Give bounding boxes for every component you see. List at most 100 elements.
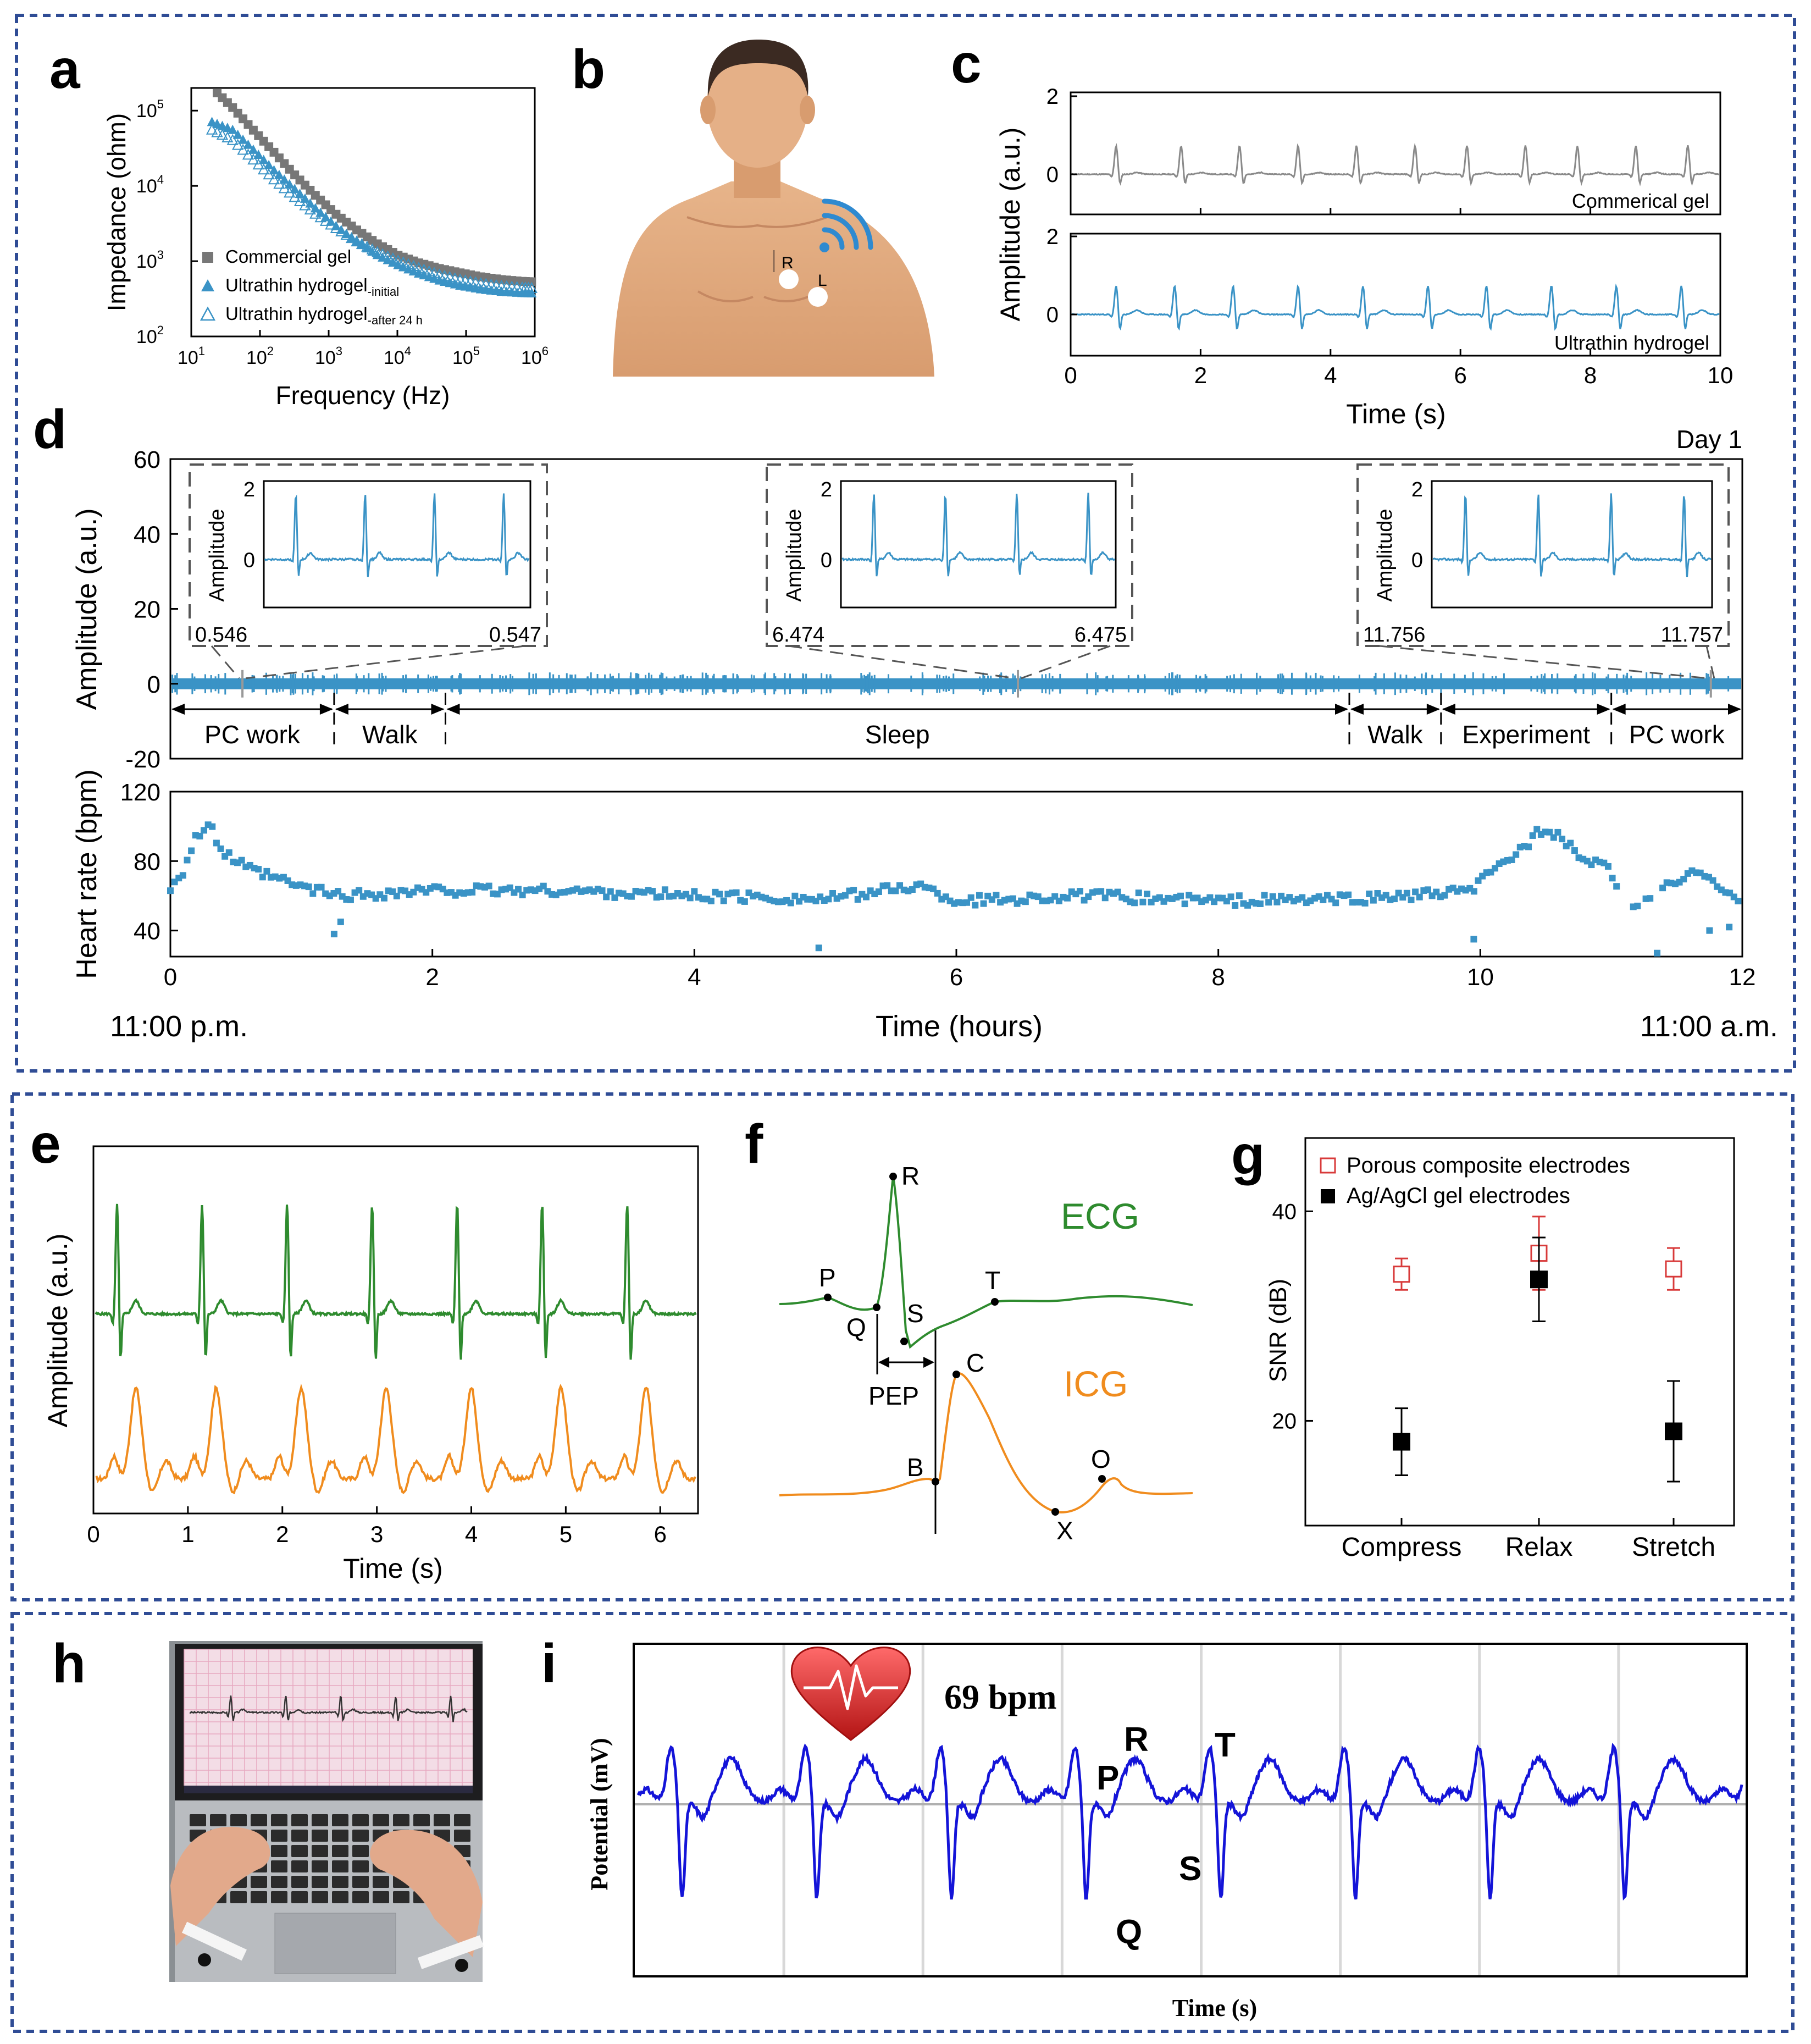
panel-a-point-initial: [387, 257, 398, 267]
panel-a-ylabel: Impedance (ohm): [102, 113, 131, 312]
panel-d-activity-arrowhead: [1335, 704, 1348, 715]
panel-d-inset-xend: 6.475: [1075, 623, 1127, 647]
panel-d-hr-point: [657, 893, 664, 901]
panel-d-ecg-spike: [1680, 672, 1682, 695]
panel-d-hr-point: [1177, 892, 1184, 899]
wrist-electrode-left: [198, 1953, 211, 1966]
panel-d-ecg-spike: [1425, 675, 1427, 693]
panel-d-hr-point: [1513, 851, 1520, 858]
panel-a-point-initial: [264, 159, 274, 169]
panel-g-ytick-label: 20: [1272, 1409, 1297, 1433]
panel-d-ecg-spike: [1705, 673, 1708, 695]
laptop-key: [312, 1814, 328, 1826]
panel-d-ecg-spike: [1708, 676, 1710, 691]
laptop-key: [352, 1860, 369, 1872]
panel-d-ytick-top-label: 20: [134, 596, 160, 623]
panel-f-pep-arrowhead-left: [878, 1357, 889, 1368]
panel-d-ecg-spike: [1495, 676, 1497, 692]
panel-d-ecg-spike: [1051, 676, 1054, 692]
panel-a-point-initial: [232, 129, 243, 139]
panel-e-xtick-label: 1: [181, 1521, 194, 1547]
dot-c: [952, 1371, 960, 1378]
panel-a-point-after24h: [252, 158, 264, 170]
panel-d-ecg-spike: [802, 674, 805, 693]
panel-d-ecg-spike: [566, 673, 568, 695]
panel-d-ecg-spike: [368, 673, 370, 695]
laptop-key: [332, 1891, 348, 1903]
panel-a-point-after24h: [299, 199, 311, 211]
panel-d-hr-point: [217, 845, 224, 852]
panel-d-activity-label: Experiment: [1462, 720, 1590, 749]
panel-d-ecg-spike: [1086, 673, 1088, 694]
panel-f-label-r: R: [901, 1162, 920, 1190]
panel-d-inset-trace: [841, 493, 1116, 577]
panel-d-ytick-bottom-label: 120: [120, 779, 160, 806]
laptop-key: [434, 1814, 450, 1826]
panel-d-ytick-bottom-label: 40: [134, 918, 160, 945]
panel-d-hr-point: [733, 889, 740, 896]
panel-f-label-c: C: [966, 1349, 984, 1377]
laptop-key: [291, 1860, 308, 1872]
panel-d-xtick-label: 4: [688, 964, 701, 991]
panel-d-ytick-top-label: 40: [134, 521, 160, 548]
panel-d-hr-outlier: [1470, 936, 1477, 943]
panel-d-inset-ytick-label: 0: [1411, 549, 1423, 572]
panel-a-point-after24h: [402, 258, 414, 269]
panel-d-hr-point: [741, 898, 748, 905]
panel-d-inset-axes: [1431, 480, 1713, 609]
panel-d-ecg-spike: [451, 675, 453, 693]
panel-d-ecg-spike: [1405, 675, 1408, 693]
frame-bottom: [10, 1612, 1795, 2033]
panel-d-hr-point: [1227, 893, 1234, 901]
panel-d-ecg-spike: [282, 676, 284, 692]
panel-d-ecg-spike: [1472, 672, 1474, 695]
panel-a-point-initial: [295, 189, 305, 198]
panel-d-ecg-spike: [1178, 675, 1181, 693]
panel-d-inset-xend: 11.757: [1661, 623, 1723, 647]
panel-d-xlabel: Time (hours): [876, 1010, 1043, 1043]
panel-a-point-initial: [253, 150, 264, 159]
panel-d-ecg-spike: [638, 673, 640, 694]
panel-d-ecg-spike: [552, 674, 555, 693]
panel-f-dots: [824, 1173, 1106, 1516]
panel-d-ecg-spike: [549, 672, 551, 695]
panel-d-ecg-spike: [312, 672, 314, 695]
panel-d-ecg-spike: [764, 672, 766, 695]
panel-d-hr-point: [263, 868, 270, 875]
panel-d-ecg-spike: [528, 672, 530, 695]
panel-d-ecg-spike: [322, 675, 324, 693]
panel-a-point-after24h: [278, 182, 290, 194]
electrode-l: [808, 287, 828, 307]
panel-d-ecg-spike: [867, 674, 869, 694]
panel-d-hr-point: [1265, 899, 1272, 906]
panel-c-ytick-label: 2: [1046, 85, 1059, 109]
panel-d-ecg-spike: [659, 675, 661, 693]
dot-s: [900, 1338, 908, 1345]
panel-d-hr-point: [238, 857, 245, 864]
panel-d-ecg-spike: [618, 673, 620, 695]
laptop-key: [413, 1814, 430, 1826]
panel-d-ecg-spike: [214, 676, 217, 692]
panel-d-ecg-spike: [610, 676, 612, 692]
panel-d-hr-point: [1370, 897, 1377, 904]
panel-d-hr-point: [607, 888, 614, 895]
panel-a-ytick-label: 103: [136, 248, 164, 272]
panel-a-point-initial: [383, 255, 393, 264]
panel-d-hr-point: [356, 887, 363, 894]
panel-g-point-porous: [1665, 1260, 1682, 1278]
panel-i-wave-r: R: [1124, 1721, 1149, 1759]
panel-h-photo: [169, 1641, 484, 1982]
panel-d-hr-point: [1647, 895, 1654, 902]
panel-a-point-initial: [212, 119, 223, 129]
electrode-r: [779, 269, 799, 289]
panel-a-point-after24h: [330, 222, 342, 234]
legend-label-after24h: Ultrathin hydrogel-after 24 h: [225, 303, 423, 327]
panel-d-inset-zoom-line: [245, 645, 525, 680]
panel-d-ecg-spike: [1020, 676, 1022, 692]
panel-d-hr-point: [1559, 836, 1566, 843]
panel-c-xtick-label: 6: [1454, 362, 1467, 388]
panel-d-ecg-spike: [723, 675, 725, 693]
wrist-electrode-right: [455, 1959, 468, 1972]
legend-label-agagcl: Ag/AgCl gel electrodes: [1347, 1184, 1570, 1208]
panel-d-ecg-spike: [1551, 674, 1553, 694]
